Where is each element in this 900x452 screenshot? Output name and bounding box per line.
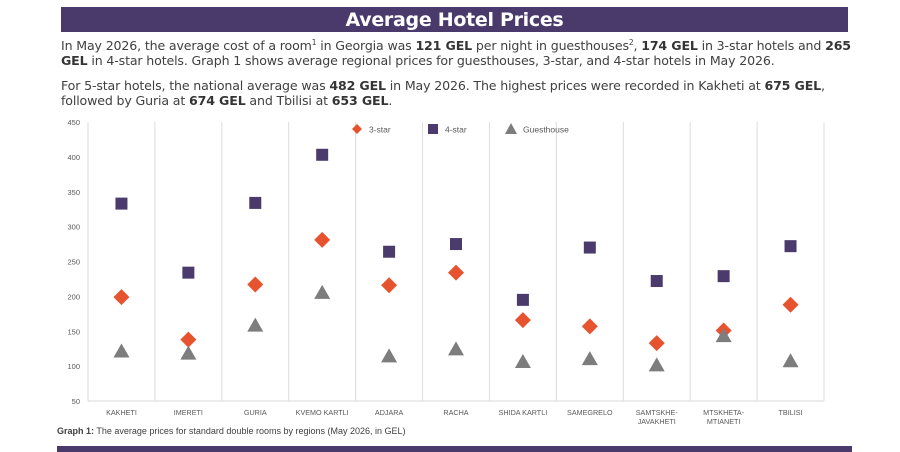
4-star-point [249, 196, 262, 209]
4-star-point [650, 275, 663, 288]
guesthouse-point [581, 351, 598, 366]
guesthouse-point [247, 317, 264, 332]
4-star-point [516, 293, 529, 306]
x-tick-label: TBILISI [779, 408, 803, 417]
3-star-point [782, 296, 799, 313]
3-star-point [514, 312, 531, 329]
x-tick-label: KVEMO KARTLI [296, 408, 349, 417]
intro-paragraph-2: For 5-star hotels, the national average … [61, 78, 851, 108]
intro-text: and Tbilisi at [245, 93, 332, 108]
x-tick-label: SHIDA KARTLI [499, 408, 548, 417]
4-star-point [450, 238, 462, 251]
legend-marker [428, 124, 438, 134]
guesthouse-point [715, 328, 732, 343]
guesthouse-point [113, 343, 130, 358]
title-bar: Average Hotel Prices [61, 7, 848, 32]
intro-text: in 4-star hotels. Graph 1 shows average … [87, 53, 775, 68]
guesthouse-point [782, 353, 799, 368]
footnote-mark: 1 [311, 37, 317, 47]
3-star-point [648, 335, 665, 352]
y-tick-label: 100 [67, 362, 80, 371]
intro-text: in 3-star hotels and [697, 38, 826, 53]
guesthouse-point [381, 348, 398, 363]
3-star-point [113, 289, 130, 306]
price-4-star: 265 GEL [61, 38, 851, 68]
3-star-point [581, 318, 598, 335]
3-star-point [448, 264, 464, 281]
4-star-point [717, 270, 730, 283]
x-tick-label: SAMEGRELO [567, 408, 613, 417]
4-star-point [115, 197, 128, 210]
guesthouse-point [448, 341, 464, 356]
intro-text: in Georgia was [316, 38, 416, 53]
y-tick-label: 50 [72, 397, 80, 406]
guesthouse-point [180, 345, 197, 360]
4-star-point [383, 245, 396, 258]
x-tick-label: RACHA [443, 408, 468, 417]
intro-text: . [388, 93, 393, 108]
3-star-point [314, 231, 331, 248]
x-tick-label: MTIANETI [707, 417, 741, 426]
price-3-star: 174 GEL [641, 38, 698, 53]
y-tick-label: 150 [67, 327, 80, 336]
guesthouse-point [648, 357, 665, 372]
next-section-bar [57, 446, 852, 452]
4-star-point [182, 266, 195, 279]
y-tick-label: 250 [67, 258, 80, 267]
4-star-point [583, 241, 596, 254]
legend-label: 3-star [369, 125, 391, 135]
3-star-point [381, 277, 398, 294]
intro-text: , followed by Guria at [61, 78, 825, 108]
guesthouse-point [514, 353, 531, 368]
intro-text: per night in guesthouses [472, 38, 629, 53]
legend-marker [352, 124, 362, 134]
legend-label: 4-star [445, 125, 467, 135]
price-guria: 674 GEL [188, 93, 246, 108]
x-tick-label: IMERETI [174, 408, 203, 417]
price-5-star: 482 GEL [329, 78, 386, 93]
intro-text: In May 2026, the average cost of a room [61, 38, 312, 53]
x-tick-label: MTSKHETA- [703, 408, 745, 417]
price-kakheti: 675 GEL [764, 78, 822, 93]
intro-text: For 5-star hotels, the national average … [61, 78, 330, 93]
legend-label: Guesthouse [523, 125, 569, 135]
y-tick-label: 450 [67, 118, 80, 127]
4-star-point [316, 148, 329, 161]
x-tick-label: ADJARA [375, 408, 404, 417]
legend-marker [505, 123, 517, 134]
intro-paragraph-1: In May 2026, the average cost of a room1… [61, 38, 851, 68]
3-star-point [247, 276, 264, 293]
chart-caption: Graph 1: The average prices for standard… [57, 426, 406, 436]
x-tick-label: JAVAKHETI [638, 417, 676, 426]
price-tbilisi: 653 GEL [331, 93, 389, 108]
x-tick-label: KAKHETI [106, 408, 137, 417]
4-star-point [784, 240, 797, 253]
y-tick-label: 400 [67, 153, 80, 162]
x-tick-label: GURIA [244, 408, 267, 417]
y-tick-label: 200 [67, 292, 80, 301]
page-title: Average Hotel Prices [345, 8, 564, 31]
x-tick-label: SAMTSKHE- [636, 408, 679, 417]
guesthouse-point [314, 284, 331, 299]
y-tick-label: 300 [67, 223, 80, 232]
footnote-mark: 2 [628, 37, 634, 47]
y-tick-label: 350 [67, 188, 80, 197]
caption-text: The average prices for standard double r… [94, 426, 406, 436]
3-star-point [180, 331, 197, 348]
intro-text: in May 2026. The highest prices were rec… [385, 78, 765, 93]
intro-text: , [633, 38, 642, 53]
price-guesthouse: 121 GEL [415, 38, 473, 53]
caption-label: Graph 1: [57, 426, 95, 436]
